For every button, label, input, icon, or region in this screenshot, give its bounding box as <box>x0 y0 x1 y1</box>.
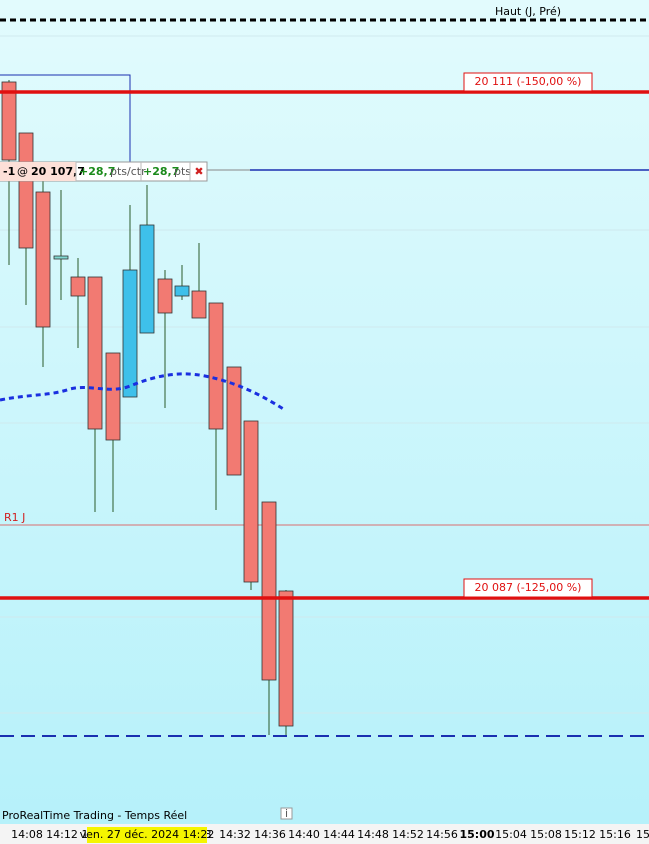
candle-body <box>174 285 190 297</box>
candle-body <box>226 366 242 476</box>
level-label: 20 111 (-150,00 %) <box>475 75 582 88</box>
candle-body <box>35 191 51 328</box>
order-bracket <box>0 74 131 170</box>
time-label: 15 <box>636 828 649 841</box>
time-label: 14:56 <box>426 828 458 841</box>
time-label: 14:08 <box>11 828 43 841</box>
candles <box>1 80 294 735</box>
candle-body <box>278 590 294 727</box>
candle-body <box>122 269 138 398</box>
candle-body <box>139 224 155 334</box>
time-label: 14:44 <box>323 828 355 841</box>
time-label: 15:16 <box>599 828 631 841</box>
pivot-label: R1 J <box>4 511 25 524</box>
ticket-unit-ctr: pts/ctr <box>110 165 146 178</box>
time-label: 14:48 <box>357 828 389 841</box>
close-button[interactable]: ✖ <box>194 165 203 178</box>
ticket-qty: -1 <box>3 165 15 178</box>
time-label: 14:52 <box>392 828 424 841</box>
time-label: 15:08 <box>530 828 562 841</box>
candle-body <box>208 302 224 430</box>
high-label: Haut (J, Pré) <box>495 5 561 18</box>
ticket-pnl: +28,7 <box>143 165 179 178</box>
time-highlight-box <box>87 827 207 843</box>
time-label: 14:36 <box>254 828 286 841</box>
level-label: 20 087 (-125,00 %) <box>475 581 582 594</box>
time-label: 1 <box>82 828 89 841</box>
candle-body <box>191 290 207 319</box>
candle-body <box>70 276 86 297</box>
time-label: 15:00 <box>459 828 494 841</box>
candle-body <box>105 352 121 441</box>
order-ticket[interactable]: -1 @ 20 107,7 +28,7 pts/ctr +28,7 pts ✖ <box>0 161 208 182</box>
time-label: 15:12 <box>564 828 596 841</box>
candle-body <box>1 81 17 161</box>
candle-body <box>157 278 173 314</box>
ticket-position <box>0 162 76 181</box>
ticket-pnl-ctr: +28,7 <box>79 165 115 178</box>
level-box <box>463 72 593 92</box>
time-label: 14:12 <box>46 828 78 841</box>
candle-body <box>53 255 69 260</box>
info-button[interactable] <box>280 807 293 820</box>
candle-body <box>87 276 103 430</box>
candle-body <box>261 501 277 681</box>
candle-body <box>243 420 259 583</box>
level-box <box>463 578 593 598</box>
time-label: 15:04 <box>495 828 527 841</box>
time-label: 8 <box>205 828 212 841</box>
time-axis-labels: 14:08 14:12 1 8 14:32 14:36 14:40 14:44 14:48 14:… <box>11 827 649 843</box>
time-label: 14:32 <box>219 828 251 841</box>
ticket-unit: pts <box>174 165 191 178</box>
time-label: 14:40 <box>288 828 320 841</box>
info-icon: i <box>285 807 288 820</box>
candle-body <box>18 132 34 249</box>
source-label: ProRealTime Trading - Temps Réel <box>2 809 187 822</box>
ticket-at: @ <box>17 165 28 178</box>
ticket-price: 20 107,7 <box>31 165 85 178</box>
time-highlight: ven. 27 déc. 2024 14:22 <box>80 828 215 841</box>
